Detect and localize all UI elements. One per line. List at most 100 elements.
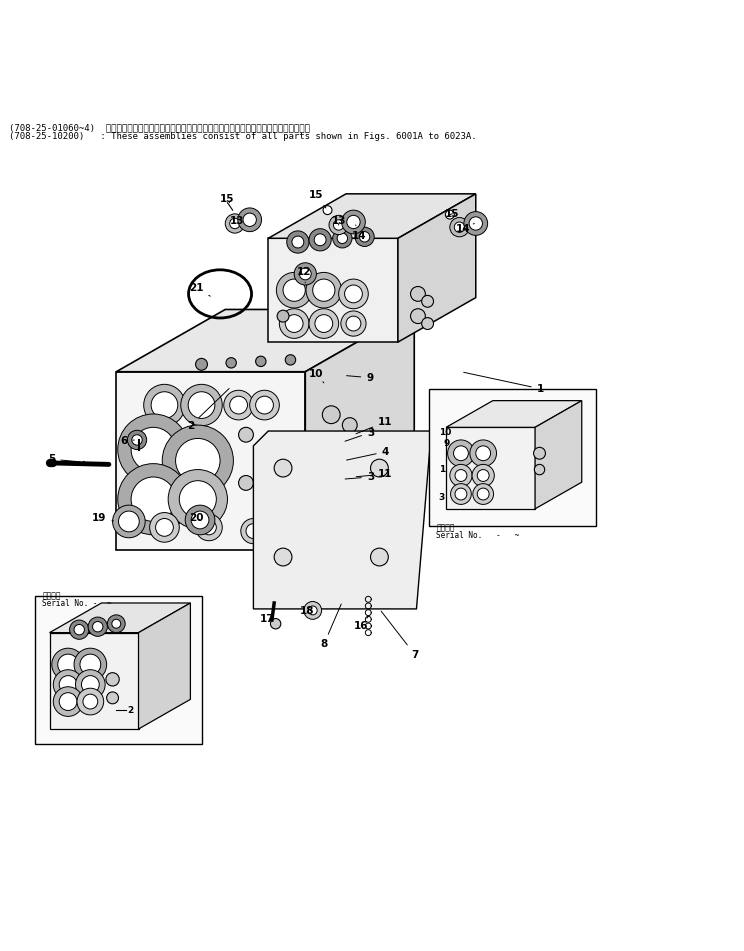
Circle shape	[477, 488, 489, 500]
Circle shape	[308, 606, 317, 615]
Circle shape	[225, 214, 245, 233]
Circle shape	[533, 447, 545, 459]
Text: 15: 15	[220, 194, 234, 204]
Circle shape	[263, 488, 274, 500]
Circle shape	[263, 440, 274, 452]
Circle shape	[455, 470, 467, 481]
Circle shape	[112, 619, 121, 629]
Text: 2: 2	[127, 706, 134, 715]
Polygon shape	[254, 431, 432, 609]
Circle shape	[411, 286, 426, 301]
Text: 適用号機: 適用号機	[437, 524, 455, 533]
Circle shape	[54, 687, 83, 716]
Circle shape	[60, 675, 77, 693]
Circle shape	[454, 446, 469, 460]
Circle shape	[329, 215, 348, 235]
Bar	[429, 389, 596, 526]
Circle shape	[322, 436, 340, 454]
Circle shape	[304, 602, 321, 619]
Text: 20: 20	[189, 513, 204, 523]
Circle shape	[371, 548, 388, 566]
Circle shape	[256, 397, 273, 414]
Circle shape	[455, 222, 465, 232]
Circle shape	[92, 622, 103, 631]
Text: 1: 1	[464, 372, 544, 394]
Circle shape	[52, 649, 84, 681]
Circle shape	[285, 315, 303, 333]
Polygon shape	[116, 372, 305, 550]
Circle shape	[191, 511, 209, 529]
Circle shape	[106, 672, 119, 686]
Text: 16: 16	[353, 616, 368, 631]
Circle shape	[450, 464, 472, 487]
Text: 専用号機: 専用号機	[42, 592, 61, 600]
Circle shape	[70, 620, 89, 639]
Text: (708-25-01060~4)  これらのアセンブリの構成部品は第６００１ア図から第６０２３ア図まで含みます。: (708-25-01060~4) これらのアセンブリの構成部品は第６００１ア図か…	[9, 124, 310, 132]
Circle shape	[422, 318, 434, 329]
Circle shape	[464, 212, 487, 235]
Circle shape	[230, 219, 240, 228]
Text: 15: 15	[445, 209, 459, 219]
Circle shape	[323, 205, 332, 215]
Circle shape	[333, 228, 352, 248]
Circle shape	[294, 262, 316, 285]
Circle shape	[144, 384, 185, 426]
Circle shape	[256, 357, 266, 366]
Circle shape	[196, 359, 208, 370]
Text: 3: 3	[345, 472, 374, 482]
Circle shape	[230, 397, 248, 414]
Circle shape	[127, 430, 147, 450]
Circle shape	[322, 465, 340, 483]
Circle shape	[246, 524, 261, 538]
Text: 12: 12	[297, 266, 311, 282]
Text: 8: 8	[320, 604, 341, 650]
Text: 9: 9	[347, 373, 373, 382]
Circle shape	[188, 392, 215, 418]
Circle shape	[469, 217, 482, 230]
Polygon shape	[269, 239, 398, 342]
Circle shape	[241, 518, 266, 544]
Text: 11: 11	[356, 417, 393, 434]
Circle shape	[422, 296, 434, 307]
Circle shape	[411, 309, 426, 323]
Circle shape	[243, 213, 257, 226]
Text: 2: 2	[187, 388, 229, 431]
Text: 21: 21	[189, 283, 211, 296]
Polygon shape	[305, 309, 414, 550]
Circle shape	[181, 384, 222, 426]
Polygon shape	[535, 400, 582, 509]
Circle shape	[88, 617, 107, 636]
Circle shape	[271, 618, 280, 629]
Circle shape	[371, 459, 388, 477]
Circle shape	[81, 675, 99, 693]
Text: 17: 17	[260, 609, 274, 624]
Circle shape	[472, 484, 493, 504]
Polygon shape	[398, 194, 475, 342]
Circle shape	[342, 417, 357, 433]
Circle shape	[322, 406, 340, 423]
Polygon shape	[50, 632, 138, 729]
Text: 7: 7	[381, 611, 419, 660]
Circle shape	[185, 505, 215, 534]
Circle shape	[75, 670, 105, 699]
Text: 13: 13	[230, 216, 244, 226]
Circle shape	[339, 279, 368, 309]
Polygon shape	[446, 427, 535, 509]
Circle shape	[309, 309, 339, 339]
Text: 10: 10	[310, 369, 324, 383]
Circle shape	[118, 414, 189, 485]
Text: 18: 18	[301, 606, 315, 616]
Circle shape	[451, 484, 471, 504]
Circle shape	[74, 625, 84, 635]
Circle shape	[77, 689, 103, 715]
Circle shape	[274, 548, 292, 566]
Circle shape	[333, 220, 344, 230]
Circle shape	[168, 470, 228, 529]
Circle shape	[131, 477, 176, 521]
Circle shape	[341, 210, 365, 234]
Text: 15: 15	[310, 190, 326, 208]
Circle shape	[74, 649, 106, 681]
Text: 3: 3	[439, 494, 445, 502]
Circle shape	[118, 511, 139, 532]
Circle shape	[179, 480, 217, 517]
